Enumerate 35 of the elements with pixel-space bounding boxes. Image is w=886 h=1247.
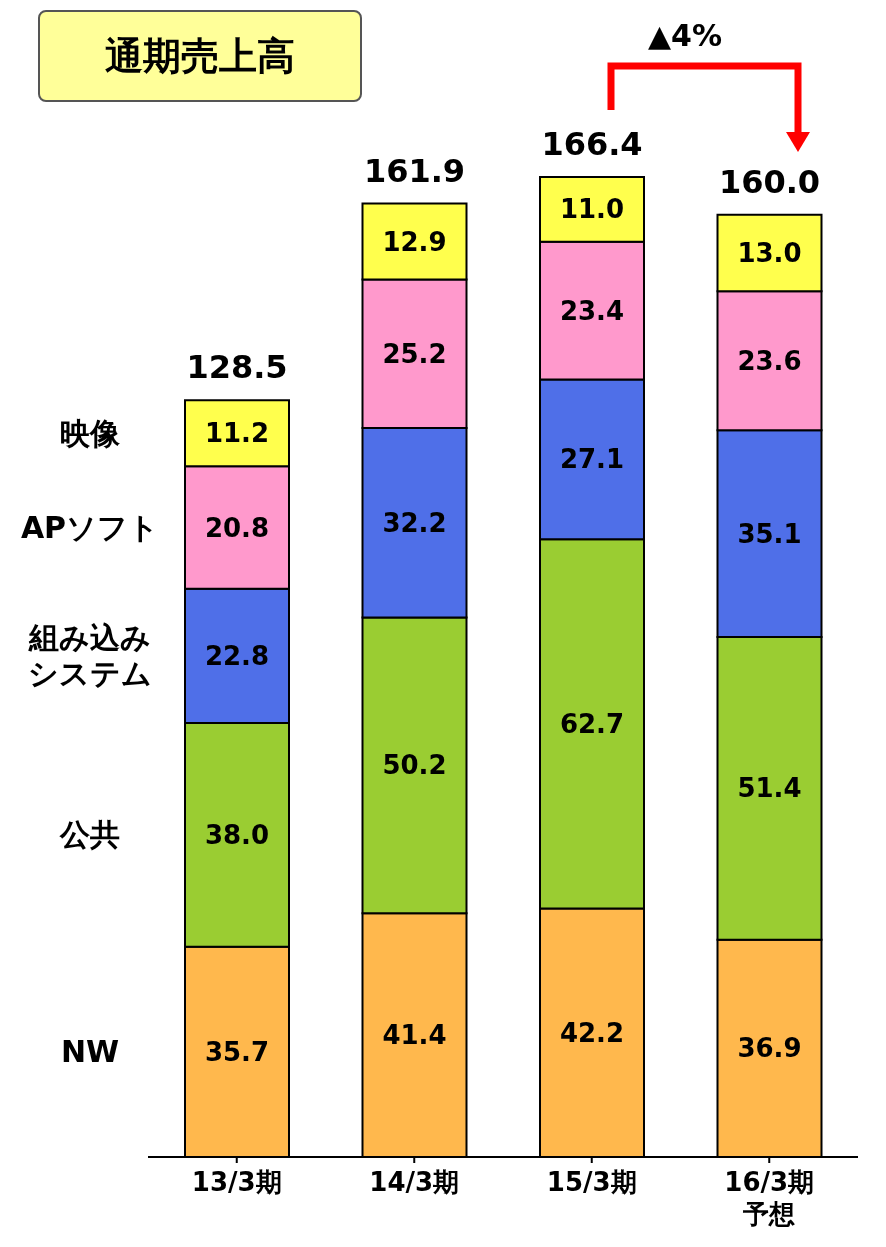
data-label: 38.0 bbox=[204, 819, 270, 850]
x-tick-label: 15/3期 bbox=[546, 1167, 637, 1197]
total-label: 161.9 bbox=[363, 151, 466, 190]
data-label: 35.7 bbox=[204, 1036, 270, 1067]
x-tick-label: 13/3期 bbox=[191, 1167, 282, 1197]
text: ▲4% bbox=[648, 18, 723, 53]
data-label: 62.7 bbox=[559, 708, 625, 739]
data-label: 27.1 bbox=[559, 444, 625, 475]
x-tick-label: 16/3期予想 bbox=[724, 1167, 815, 1229]
data-label: 23.4 bbox=[559, 295, 625, 326]
chart-title: 通期売上高 bbox=[38, 10, 362, 102]
text: NW bbox=[60, 1034, 120, 1070]
data-label: 36.9 bbox=[737, 1033, 802, 1064]
total-label: 128.5 bbox=[186, 348, 288, 387]
data-label: 12.9 bbox=[382, 226, 447, 257]
data-label: 11.2 bbox=[204, 418, 270, 449]
data-label: 22.8 bbox=[204, 640, 270, 671]
data-label: 35.1 bbox=[737, 518, 802, 549]
x-tick-label: 14/3期 bbox=[369, 1167, 460, 1197]
data-label: 13.0 bbox=[737, 238, 802, 269]
total-label: 166.4 bbox=[541, 125, 643, 163]
text: 映像 bbox=[60, 415, 121, 451]
text: 公共 bbox=[59, 817, 120, 853]
total-label: 160.0 bbox=[718, 162, 821, 201]
data-label: 23.6 bbox=[737, 345, 802, 376]
data-label: 25.2 bbox=[382, 338, 447, 369]
series-label: APソフト bbox=[20, 509, 160, 545]
data-label: 42.2 bbox=[559, 1017, 625, 1048]
data-label: 41.4 bbox=[382, 1020, 447, 1051]
data-label: 51.4 bbox=[737, 773, 802, 804]
data-label: 20.8 bbox=[204, 512, 270, 543]
data-label: 32.2 bbox=[382, 507, 447, 538]
data-label: 50.2 bbox=[382, 750, 447, 781]
series-label: 組み込みシステム bbox=[28, 620, 152, 692]
data-label: 11.0 bbox=[559, 194, 625, 225]
